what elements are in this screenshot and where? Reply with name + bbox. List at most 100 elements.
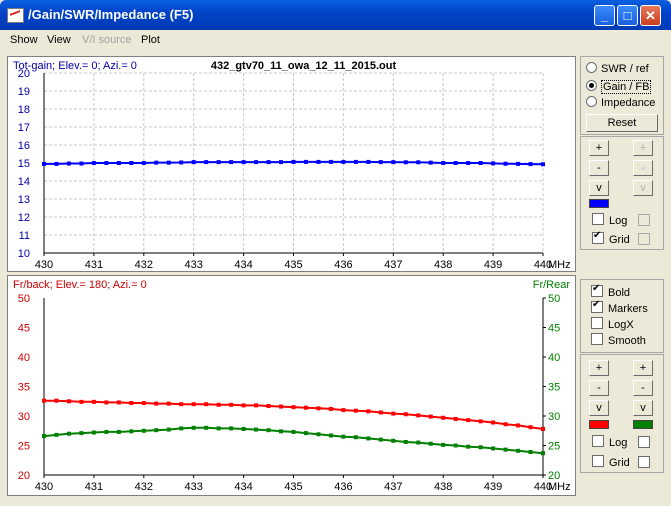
top-right-scale-down-button[interactable]: v bbox=[633, 180, 653, 196]
radio-swr-ref[interactable]: SWR / ref bbox=[586, 62, 649, 75]
y-tick-label: 45 bbox=[18, 323, 30, 335]
minimize-button[interactable]: _ bbox=[594, 5, 615, 26]
data-point bbox=[316, 432, 321, 437]
menu-view[interactable]: View bbox=[47, 34, 71, 46]
y-axis-label: Tot-gain; Elev.= 0; Azi.= 0 bbox=[13, 60, 137, 72]
data-point bbox=[104, 161, 109, 165]
mode-panel: SWR / ref Gain / FB Impedance Reset bbox=[580, 56, 664, 135]
y-tick-label: 11 bbox=[19, 230, 30, 242]
top-right-grid-checkbox[interactable] bbox=[638, 233, 650, 245]
data-point bbox=[341, 434, 346, 439]
data-point bbox=[528, 449, 533, 454]
data-point bbox=[116, 400, 121, 405]
gain-plot[interactable]: 430 431 432 433 434 435 436 437 438 439 440 MHz 10 11… bbox=[7, 56, 576, 272]
data-point bbox=[229, 160, 234, 165]
data-point bbox=[428, 441, 433, 446]
radio-indicator bbox=[586, 80, 597, 91]
menu-show[interactable]: Show bbox=[10, 34, 38, 46]
bottom-right-zoom-out-button[interactable]: - bbox=[633, 380, 653, 396]
data-point bbox=[254, 403, 259, 408]
bottom-right-zoom-in-button[interactable]: + bbox=[633, 360, 653, 376]
client-area: 430 431 432 433 434 435 436 437 438 439 440 MHz 10 11… bbox=[4, 50, 667, 502]
logx-label: LogX bbox=[608, 319, 634, 331]
bottom-left-scale-down-button[interactable]: v bbox=[589, 400, 609, 416]
app-icon bbox=[7, 8, 24, 23]
y2-tick-label: 35 bbox=[548, 382, 560, 394]
radio-indicator bbox=[586, 96, 597, 107]
data-point bbox=[453, 416, 458, 421]
top-right-log-checkbox[interactable] bbox=[638, 214, 650, 226]
bottom-grid-checkbox[interactable]: Grid bbox=[592, 455, 630, 469]
data-point bbox=[328, 406, 333, 411]
data-point bbox=[453, 443, 458, 448]
bottom-right-grid-checkbox[interactable] bbox=[638, 456, 650, 468]
x-tick-label: 435 bbox=[284, 259, 302, 271]
data-point bbox=[279, 160, 284, 165]
smooth-checkbox[interactable]: Smooth bbox=[591, 333, 646, 347]
checkbox-box bbox=[592, 230, 604, 244]
top-log-checkbox[interactable]: Log bbox=[592, 213, 627, 227]
bottom-left-zoom-out-button[interactable]: - bbox=[589, 380, 609, 396]
data-point bbox=[541, 162, 545, 167]
reset-button[interactable]: Reset bbox=[586, 114, 658, 132]
bottom-right-log-checkbox[interactable] bbox=[638, 436, 650, 448]
bold-checkbox[interactable]: Bold bbox=[591, 283, 630, 299]
checkbox-box bbox=[592, 213, 604, 225]
radio-indicator bbox=[586, 62, 597, 73]
top-right-zoom-out-button[interactable]: - bbox=[633, 160, 653, 176]
data-point bbox=[279, 429, 284, 434]
radio-impedance-label: Impedance bbox=[601, 97, 656, 109]
data-point bbox=[478, 445, 483, 450]
data-point bbox=[441, 442, 446, 447]
frontback-plot[interactable]: 430 431 432 433 434 435 436 437 438 439 440 MHz 20 20… bbox=[7, 275, 576, 496]
top-right-zoom-in-button[interactable]: + bbox=[633, 140, 653, 156]
x-tick-label: 433 bbox=[185, 259, 203, 271]
data-point bbox=[366, 409, 371, 414]
top-scale-down-button[interactable]: v bbox=[589, 180, 609, 196]
data-point bbox=[516, 161, 521, 166]
y2-tick-label: 20 bbox=[548, 470, 560, 482]
data-point bbox=[229, 402, 234, 407]
radio-impedance[interactable]: Impedance bbox=[586, 96, 655, 109]
maximize-button[interactable]: □ bbox=[617, 5, 638, 26]
data-point bbox=[391, 438, 396, 443]
data-point bbox=[254, 160, 259, 165]
top-scale-panel: + + - - v v Log Grid bbox=[580, 136, 664, 250]
y-tick-label: 12 bbox=[18, 212, 30, 224]
bottom-left-zoom-in-button[interactable]: + bbox=[589, 360, 609, 376]
series-line-0 bbox=[44, 399, 544, 430]
top-grid-checkbox[interactable]: Grid bbox=[592, 230, 630, 246]
radio-gain-fb[interactable]: Gain / FB bbox=[586, 80, 652, 94]
menu-plot[interactable]: Plot bbox=[141, 34, 160, 46]
data-point bbox=[79, 431, 84, 436]
markers-checkbox[interactable]: Markers bbox=[591, 299, 648, 315]
style-panel: Bold Markers LogX Smooth bbox=[580, 279, 664, 353]
frontrear-color-swatch[interactable] bbox=[633, 420, 653, 429]
bottom-log-checkbox[interactable]: Log bbox=[592, 435, 627, 449]
y-tick-label: 20 bbox=[18, 470, 30, 482]
data-point bbox=[291, 405, 296, 410]
top-zoom-in-button[interactable]: + bbox=[589, 140, 609, 156]
logx-checkbox[interactable]: LogX bbox=[591, 317, 634, 331]
data-point bbox=[266, 160, 271, 165]
data-point bbox=[291, 159, 296, 164]
data-point bbox=[91, 430, 96, 435]
data-point bbox=[303, 431, 308, 436]
data-point bbox=[116, 161, 121, 165]
top-zoom-out-button[interactable]: - bbox=[589, 160, 609, 176]
menu-vi-source[interactable]: V/I source bbox=[82, 34, 132, 46]
frontback-color-swatch[interactable] bbox=[589, 420, 609, 429]
y-tick-label: 50 bbox=[18, 293, 30, 305]
data-point bbox=[166, 160, 171, 165]
close-button[interactable]: ✕ bbox=[640, 5, 661, 26]
data-point bbox=[491, 420, 496, 425]
bottom-right-scale-down-button[interactable]: v bbox=[633, 400, 653, 416]
data-point bbox=[353, 159, 358, 164]
gain-color-swatch[interactable] bbox=[589, 199, 609, 208]
data-point bbox=[104, 400, 109, 405]
data-point bbox=[179, 160, 184, 165]
data-point bbox=[541, 451, 545, 456]
data-point bbox=[466, 418, 471, 423]
title-bar: /Gain/SWR/Impedance (F5) _ □ ✕ bbox=[0, 0, 671, 30]
